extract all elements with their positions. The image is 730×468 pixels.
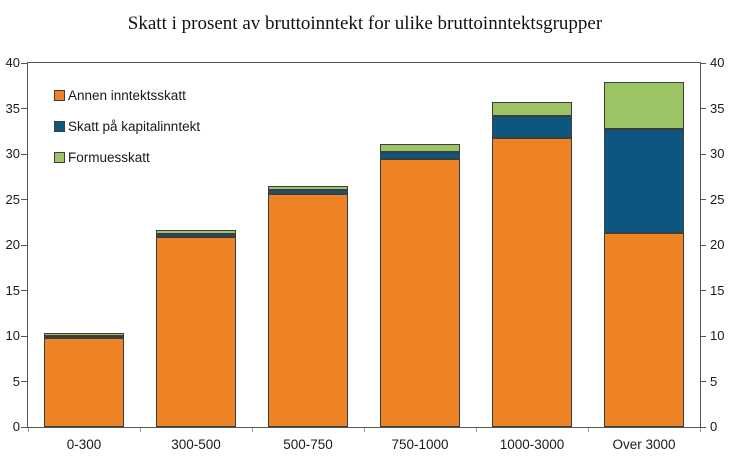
y-tick-left bbox=[21, 290, 27, 291]
plot-area: 0 0 5 5 10 10 15 15 20 20 25 25 30 30 35 35 40 40 0-300 300… bbox=[6, 55, 725, 452]
y-axis-label-left: 25 bbox=[5, 191, 20, 207]
y-tick-left bbox=[21, 108, 27, 109]
legend-label: Formuesskatt bbox=[68, 150, 150, 165]
x-tick bbox=[363, 427, 365, 432]
x-tick bbox=[27, 427, 29, 432]
y-tick-left bbox=[21, 381, 27, 382]
bar-5-segment-skatt-pa-kapitalinntekt bbox=[604, 129, 684, 234]
y-axis-label-right: 15 bbox=[710, 282, 725, 298]
legend-label: Skatt på kapitalinntekt bbox=[68, 119, 201, 134]
y-tick-left bbox=[21, 335, 27, 337]
x-axis-label: 500-750 bbox=[283, 437, 333, 452]
chart-title: Skatt i prosent av bruttoinntekt for uli… bbox=[127, 13, 603, 34]
bar-0-segment-formuesskatt bbox=[44, 333, 124, 336]
y-tick-left bbox=[21, 426, 27, 428]
formuesskatt-swatch-icon bbox=[54, 152, 65, 163]
skatt-pa-kapitalinntekt-swatch-icon bbox=[54, 121, 65, 132]
bar-0-segment-annen-inntektsskatt bbox=[44, 337, 124, 427]
y-axis-label-right: 5 bbox=[710, 373, 718, 389]
bar-1-segment-formuesskatt bbox=[156, 230, 236, 235]
y-tick-right bbox=[700, 244, 706, 246]
y-axis-label-left: 0 bbox=[12, 419, 20, 434]
bar-2-segment-annen-inntektsskatt bbox=[268, 194, 348, 427]
y-tick-left bbox=[21, 62, 27, 64]
x-axis-label: Over 3000 bbox=[612, 437, 676, 452]
bar-4-segment-skatt-pa-kapitalinntekt bbox=[492, 115, 572, 138]
y-axis-label-left: 10 bbox=[5, 328, 20, 343]
y-axis-label-left: 40 bbox=[5, 55, 20, 70]
legend: Annen inntektsskatt Skatt på kapitalinnte… bbox=[54, 87, 200, 180]
y-axis-label-left: 35 bbox=[5, 100, 20, 116]
y-tick-left bbox=[21, 153, 27, 155]
legend-item-annen-inntektsskatt: Annen inntektsskatt bbox=[54, 87, 200, 104]
legend-item-formuesskatt: Formuesskatt bbox=[54, 149, 200, 166]
bar-3-segment-skatt-pa-kapitalinntekt bbox=[380, 152, 460, 159]
bar-3-segment-annen-inntektsskatt bbox=[380, 158, 460, 427]
x-axis-label: 1000-3000 bbox=[499, 437, 565, 452]
x-tick bbox=[139, 427, 141, 432]
bar-0-segment-skatt-pa-kapitalinntekt bbox=[44, 335, 124, 338]
bar-5-segment-formuesskatt bbox=[604, 82, 684, 130]
y-axis-label-left: 15 bbox=[5, 282, 20, 298]
y-tick-left bbox=[21, 244, 27, 246]
y-axis-label-right: 35 bbox=[710, 100, 725, 116]
bar-5-segment-annen-inntektsskatt bbox=[604, 233, 684, 427]
bar-2-segment-formuesskatt bbox=[268, 185, 348, 191]
x-axis-label: 300-500 bbox=[171, 437, 221, 452]
y-tick-right bbox=[700, 381, 706, 382]
y-axis-label-right: 0 bbox=[710, 419, 718, 434]
y-tick-right bbox=[700, 199, 706, 200]
legend-item-skatt-pa-kapitalinntekt: Skatt på kapitalinntekt bbox=[54, 118, 200, 135]
y-axis-label-right: 30 bbox=[710, 146, 725, 161]
y-tick-left bbox=[21, 199, 27, 200]
x-axis-label: 750-1000 bbox=[391, 437, 449, 452]
y-axis-label-left: 5 bbox=[12, 373, 20, 389]
y-axis-label-right: 40 bbox=[710, 55, 725, 70]
bar-2-segment-skatt-pa-kapitalinntekt bbox=[268, 190, 348, 195]
y-tick-right bbox=[700, 62, 706, 64]
y-tick-right bbox=[700, 108, 706, 109]
y-axis-label-right: 25 bbox=[710, 191, 725, 207]
legend-label: Annen inntektsskatt bbox=[68, 88, 186, 103]
y-tick-right bbox=[700, 153, 706, 155]
y-tick-right bbox=[700, 335, 706, 337]
bar-4-segment-formuesskatt bbox=[492, 102, 572, 116]
x-tick bbox=[251, 427, 253, 432]
x-tick bbox=[699, 427, 701, 432]
bar-1-segment-skatt-pa-kapitalinntekt bbox=[156, 234, 236, 237]
bar-4-segment-annen-inntektsskatt bbox=[492, 137, 572, 427]
y-tick-right bbox=[700, 290, 706, 291]
bar-1-segment-annen-inntektsskatt bbox=[156, 236, 236, 427]
y-axis-label-right: 10 bbox=[710, 328, 725, 343]
bar-3-segment-formuesskatt bbox=[380, 144, 460, 153]
x-tick bbox=[587, 427, 589, 432]
annen-inntektsskatt-swatch-icon bbox=[54, 90, 65, 101]
x-axis-label: 0-300 bbox=[66, 437, 102, 452]
y-axis-label-left: 20 bbox=[5, 237, 20, 252]
y-axis-label-right: 20 bbox=[710, 237, 725, 252]
y-tick-right bbox=[700, 426, 706, 428]
y-axis-label-left: 30 bbox=[5, 146, 20, 161]
x-tick bbox=[475, 427, 477, 432]
